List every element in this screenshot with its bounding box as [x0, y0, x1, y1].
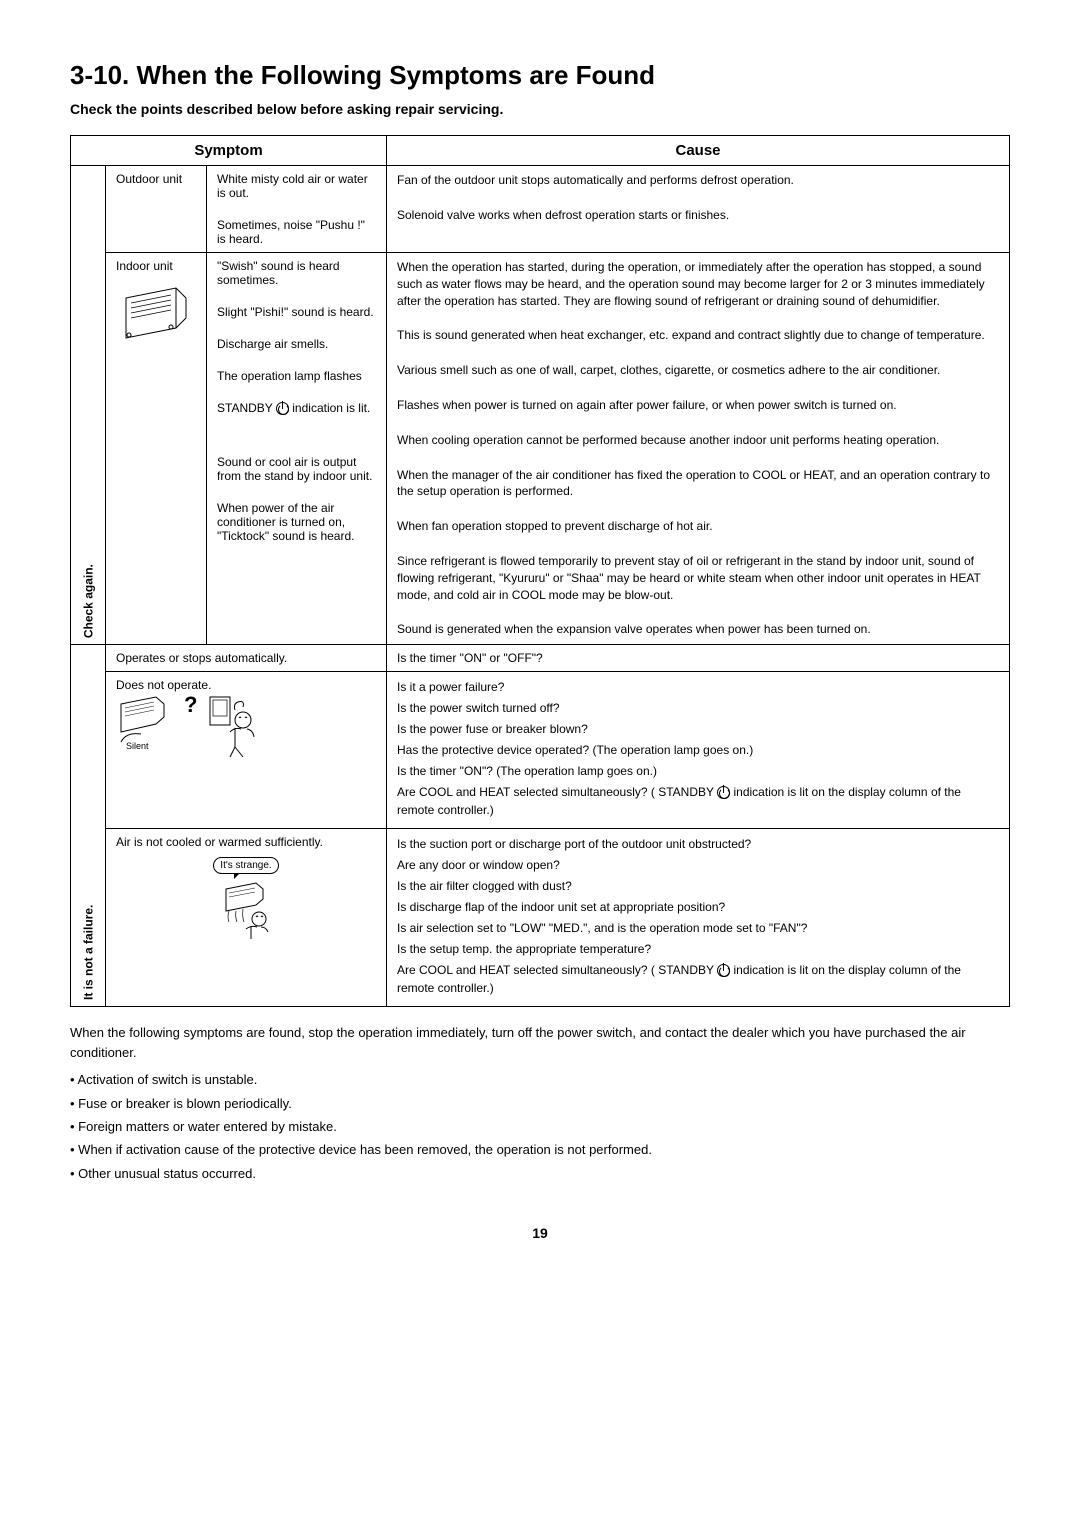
- row2-symptom: Does not operate.: [116, 678, 376, 692]
- indoor-s1: "Swish" sound is heard sometimes.: [217, 259, 376, 287]
- indoor-s7: When power of the air conditioner is tur…: [217, 501, 376, 543]
- indoor-s2: Slight "Pishi!" sound is heard.: [217, 305, 376, 319]
- row3-c4: Is discharge flap of the indoor unit set…: [397, 898, 999, 916]
- outdoor-s1: White misty cold air or water is out.: [217, 172, 376, 200]
- indoor-s6: Sound or cool air is output from the sta…: [217, 455, 376, 483]
- row3-c5: Is air selection set to "LOW" "MED.", an…: [397, 919, 999, 937]
- row2-c4: Has the protective device operated? (The…: [397, 741, 999, 759]
- page-number: 19: [70, 1225, 1010, 1241]
- indoor-c4: Flashes when power is turned on again af…: [397, 397, 999, 414]
- standby-icon-3: [717, 964, 730, 977]
- row3-symptom: Air is not cooled or warmed sufficiently…: [116, 835, 376, 849]
- outdoor-c2: Solenoid valve works when defrost operat…: [397, 207, 999, 224]
- page-subtitle: Check the points described below before …: [70, 101, 1010, 117]
- row3-c6: Is the setup temp. the appropriate tempe…: [397, 940, 999, 958]
- indoor-s5: STANDBY indication is lit.: [217, 401, 376, 415]
- question-icon: ?: [184, 692, 197, 718]
- post-i1: Activation of switch is unstable.: [82, 1068, 1010, 1091]
- strange-bubble: It's strange.: [213, 857, 278, 874]
- indoor-c8: Since refrigerant is flowed temporarily …: [397, 553, 999, 603]
- indoor-c2: This is sound generated when heat exchan…: [397, 327, 999, 344]
- row3-c7a: Are COOL and HEAT selected simultaneousl…: [397, 963, 714, 977]
- post-i2: Fuse or breaker is blown periodically.: [82, 1092, 1010, 1115]
- post-i4: When if activation cause of the protecti…: [82, 1138, 1010, 1161]
- indoor-s3: Discharge air smells.: [217, 337, 376, 351]
- row2-c6: Are COOL and HEAT selected simultaneousl…: [397, 783, 999, 819]
- standby-icon-2: [717, 786, 730, 799]
- post-i5: Other unusual status occurred.: [82, 1162, 1010, 1185]
- symptoms-table: Symptom Cause Check again. Outdoor unit …: [70, 135, 1010, 1007]
- row2-c2: Is the power switch turned off?: [397, 699, 999, 717]
- row3-c7: Are COOL and HEAT selected simultaneousl…: [397, 961, 999, 997]
- header-cause: Cause: [387, 136, 1010, 166]
- row1-symptom: Operates or stops automatically.: [106, 645, 387, 672]
- row2-c3: Is the power fuse or breaker blown?: [397, 720, 999, 738]
- row3-causes: Is the suction port or discharge port of…: [387, 829, 1010, 1007]
- section2-label: It is not a failure.: [71, 645, 106, 1007]
- row3-c1: Is the suction port or discharge port of…: [397, 835, 999, 853]
- indoor-symptoms: "Swish" sound is heard sometimes. Slight…: [207, 253, 387, 645]
- indoor-c1: When the operation has started, during t…: [397, 259, 999, 309]
- row3-c3: Is the air filter clogged with dust?: [397, 877, 999, 895]
- standby-icon: [276, 402, 289, 415]
- row3-symptom-cell: Air is not cooled or warmed sufficiently…: [106, 829, 387, 1007]
- outdoor-symptoms: White misty cold air or water is out. So…: [207, 166, 387, 253]
- standby-text: STANDBY: [217, 401, 273, 415]
- row3-c2: Are any door or window open?: [397, 856, 999, 874]
- row2-symptom-cell: Does not operate. Silent ?: [106, 672, 387, 829]
- indoor-source-cell: Indoor unit: [106, 253, 207, 645]
- post-paragraph: When the following symptoms are found, s…: [70, 1023, 1010, 1062]
- indoor-c9: Sound is generated when the expansion va…: [397, 621, 999, 638]
- aircon-mini-icon: Silent: [116, 692, 176, 752]
- indoor-c7: When fan operation stopped to prevent di…: [397, 518, 999, 535]
- row2-c1: Is it a power failure?: [397, 678, 999, 696]
- header-symptom: Symptom: [71, 136, 387, 166]
- person-confused-icon: [205, 692, 265, 762]
- outdoor-causes: Fan of the outdoor unit stops automatica…: [387, 166, 1010, 253]
- post-i3: Foreign matters or water entered by mist…: [82, 1115, 1010, 1138]
- svg-text:Silent: Silent: [126, 741, 149, 751]
- aircon-unit-icon: [116, 283, 196, 343]
- outdoor-c1: Fan of the outdoor unit stops automatica…: [397, 172, 999, 189]
- indoor-causes: When the operation has started, during t…: [387, 253, 1010, 645]
- indoor-source: Indoor unit: [116, 259, 196, 273]
- row2-c5: Is the timer "ON"? (The operation lamp g…: [397, 762, 999, 780]
- outdoor-source: Outdoor unit: [106, 166, 207, 253]
- row2-c6a: Are COOL and HEAT selected simultaneousl…: [397, 785, 714, 799]
- indoor-s4: The operation lamp flashes: [217, 369, 376, 383]
- row1-cause: Is the timer "ON" or "OFF"?: [387, 645, 1010, 672]
- section1-label: Check again.: [71, 166, 106, 645]
- indication-text: indication is lit.: [292, 401, 370, 415]
- outdoor-s2: Sometimes, noise "Pushu !" is heard.: [217, 218, 376, 246]
- indoor-c6: When the manager of the air conditioner …: [397, 467, 999, 501]
- page-title: 3-10. When the Following Symptoms are Fo…: [70, 60, 1010, 91]
- row2-causes: Is it a power failure? Is the power swit…: [387, 672, 1010, 829]
- indoor-c5: When cooling operation cannot be perform…: [397, 432, 999, 449]
- person-strange-icon: [211, 877, 281, 942]
- indoor-c3: Various smell such as one of wall, carpe…: [397, 362, 999, 379]
- silent-illustration: Silent ?: [116, 692, 376, 762]
- post-list: Activation of switch is unstable. Fuse o…: [70, 1068, 1010, 1185]
